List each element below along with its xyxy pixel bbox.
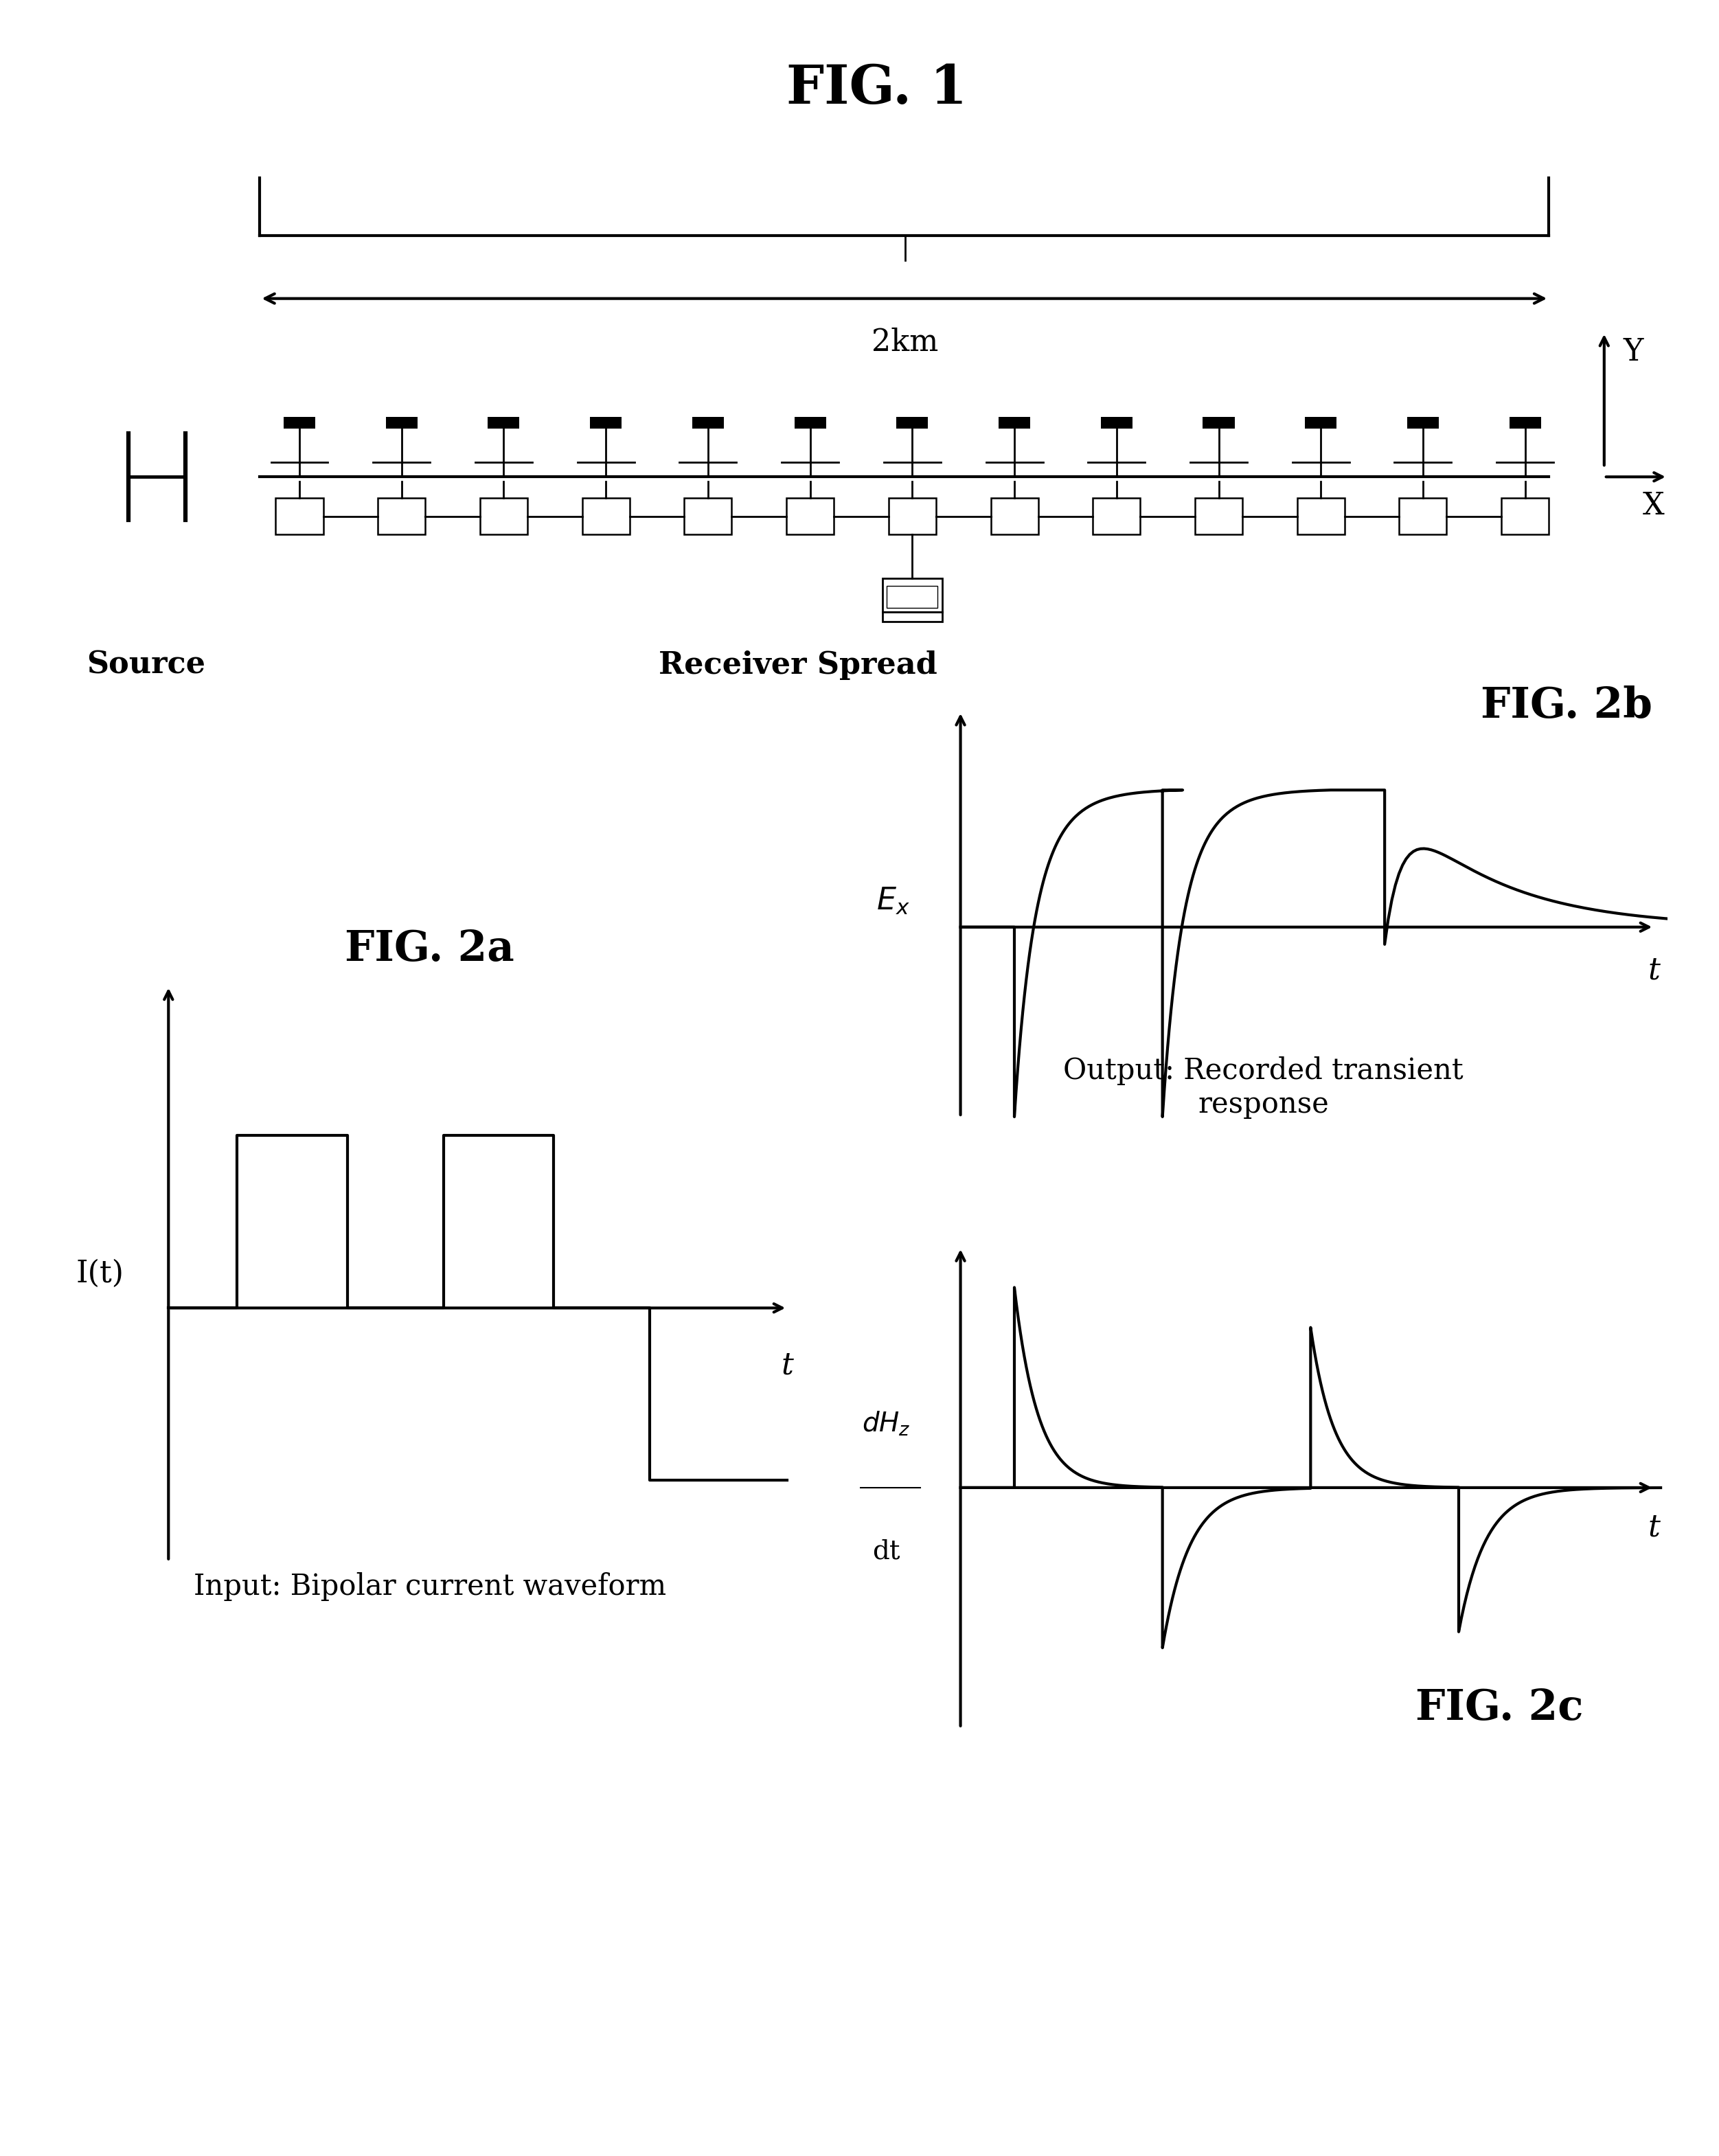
Text: t: t	[780, 1350, 794, 1380]
Text: 2km: 2km	[872, 328, 939, 358]
Text: dt: dt	[873, 1539, 901, 1565]
Text: FIG. 2c: FIG. 2c	[1415, 1688, 1583, 1729]
Bar	[378, 498, 425, 535]
Bar	[1501, 498, 1549, 535]
Text: $dH_z$: $dH_z$	[863, 1410, 911, 1438]
Text: Receiver Spread: Receiver Spread	[658, 651, 937, 679]
Bar	[999, 416, 1030, 429]
Bar	[794, 416, 825, 429]
Bar	[1509, 416, 1540, 429]
Text: t: t	[1649, 1514, 1661, 1542]
Bar	[693, 416, 724, 429]
Text: t: t	[1649, 955, 1661, 985]
Bar	[1195, 498, 1243, 535]
Bar	[1093, 498, 1140, 535]
Text: X: X	[1642, 492, 1664, 522]
Text: FIG. 2b: FIG. 2b	[1480, 686, 1652, 727]
Text: $E_x$: $E_x$	[877, 886, 909, 916]
Bar	[1408, 416, 1439, 429]
Text: Y: Y	[1623, 336, 1643, 367]
Bar	[889, 498, 937, 535]
Bar	[882, 612, 942, 621]
Text: FIG. 2a: FIG. 2a	[346, 929, 514, 970]
Bar	[990, 498, 1038, 535]
Bar	[786, 498, 834, 535]
Bar	[1203, 416, 1234, 429]
Bar	[488, 416, 519, 429]
Bar	[1305, 416, 1337, 429]
Bar	[1399, 498, 1447, 535]
Bar	[887, 586, 937, 608]
Bar	[882, 578, 942, 612]
Bar	[590, 416, 622, 429]
Text: Input: Bipolar current waveform: Input: Bipolar current waveform	[194, 1572, 665, 1602]
Bar	[1100, 416, 1133, 429]
Text: Source: Source	[86, 651, 206, 679]
Text: I(t): I(t)	[76, 1259, 124, 1289]
Text: FIG. 1: FIG. 1	[786, 63, 968, 114]
Bar	[284, 416, 315, 429]
Bar	[684, 498, 732, 535]
Bar	[385, 416, 418, 429]
Bar	[1298, 498, 1344, 535]
Text: Output: Recorded transient
response: Output: Recorded transient response	[1064, 1056, 1463, 1119]
Bar	[275, 498, 323, 535]
Bar	[897, 416, 928, 429]
Bar	[480, 498, 528, 535]
Bar	[583, 498, 629, 535]
